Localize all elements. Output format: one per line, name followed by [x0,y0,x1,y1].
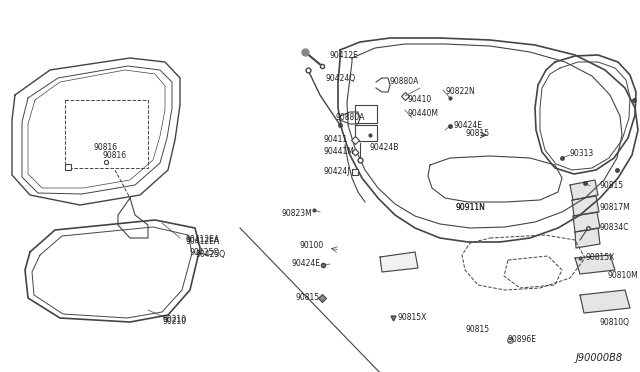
Text: 90440M: 90440M [408,109,439,118]
Polygon shape [380,252,418,272]
Text: 90817M: 90817M [600,202,631,212]
Text: 90810M: 90810M [608,272,639,280]
Text: 90410: 90410 [408,96,432,105]
Text: 90815: 90815 [466,128,490,138]
Text: 90424Q: 90424Q [325,74,355,83]
Text: 90823M: 90823M [281,208,312,218]
Text: 90412E: 90412E [330,51,359,60]
Text: 90425Q: 90425Q [190,247,220,257]
Text: 90100: 90100 [300,241,324,250]
Text: 90834C: 90834C [600,222,630,231]
Text: 90424E: 90424E [453,122,482,131]
Polygon shape [572,196,599,216]
Text: 90424E: 90424E [291,260,320,269]
Text: 90411: 90411 [323,135,347,144]
Text: 90815: 90815 [296,292,320,301]
Polygon shape [575,228,600,248]
Text: 90815X: 90815X [397,312,426,321]
Text: 90424J: 90424J [323,167,349,176]
Text: 90412EA: 90412EA [185,237,219,247]
Text: 90810Q: 90810Q [600,317,630,327]
Text: 90815: 90815 [600,180,624,189]
Text: 90441M: 90441M [323,148,354,157]
Text: 90911N: 90911N [455,202,485,212]
Text: 90815X: 90815X [585,253,614,263]
Text: 90911N: 90911N [455,202,485,212]
Polygon shape [580,290,630,313]
Text: 90210: 90210 [163,315,187,324]
Text: 90816: 90816 [94,144,118,153]
Text: 90815: 90815 [465,326,489,334]
Text: 90425Q: 90425Q [195,250,225,260]
Text: 90210: 90210 [163,317,187,327]
Text: 90313: 90313 [570,148,595,157]
Text: 90816: 90816 [103,151,127,160]
Polygon shape [575,255,615,274]
Text: 90822N: 90822N [445,87,475,96]
Text: 90896E: 90896E [508,336,537,344]
Text: 90880A: 90880A [335,113,364,122]
Polygon shape [573,212,600,232]
Text: 90880A: 90880A [390,77,419,87]
Polygon shape [570,180,598,200]
Text: J90000B8: J90000B8 [576,353,623,363]
Text: 90412EA: 90412EA [185,235,219,244]
Text: 90424B: 90424B [370,142,399,151]
